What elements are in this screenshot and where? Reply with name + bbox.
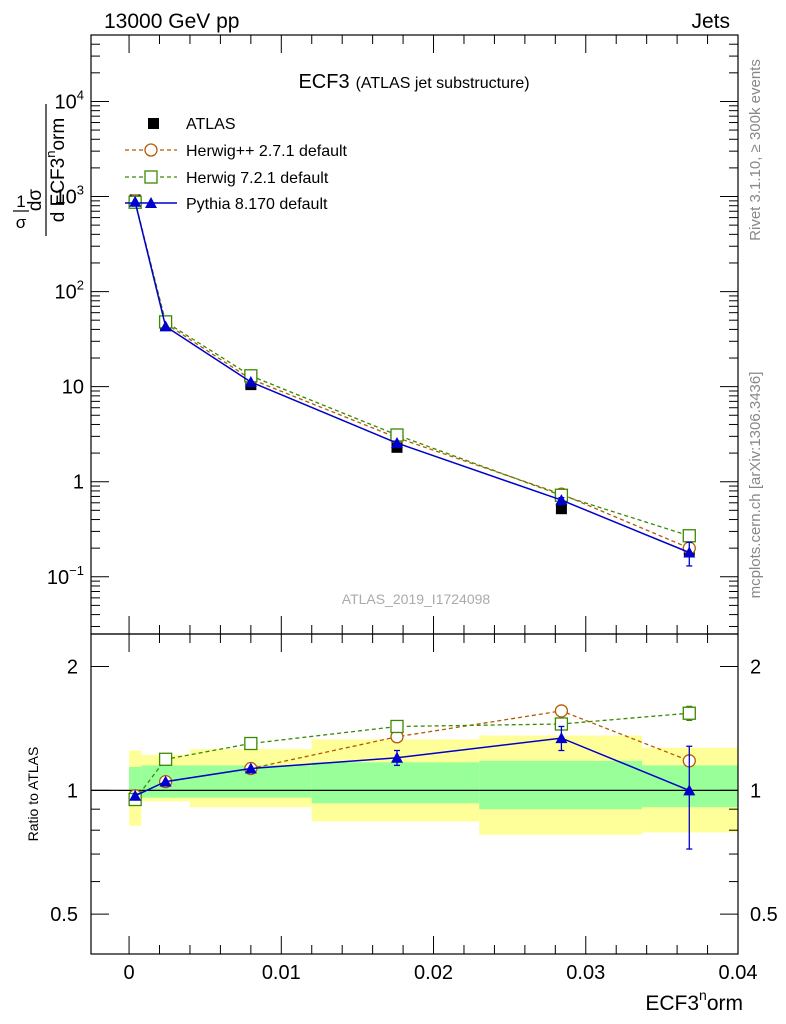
main-y-tick-label: 104 — [55, 87, 84, 113]
legend-entry-herwigpp: Herwig++ 2.7.1 default — [125, 143, 348, 160]
ratio-y-tick-label-right: 2 — [750, 657, 761, 679]
ratio-uncertainty-band-inner — [311, 762, 480, 804]
ratio-y-tick-label-left: 2 — [67, 657, 78, 679]
main-y-tick-label: 1 — [73, 472, 84, 494]
ratio-point-herwig-7-2-1-default — [158, 752, 173, 766]
ratio-y-tick-label-left: 0.5 — [50, 904, 78, 926]
main-y-axis-label: 1 σ dσ d ECF3norm — [13, 104, 69, 236]
main-point-herwig-7-2-1-default — [682, 529, 696, 543]
legend-entry-atlas: ATLAS — [148, 116, 236, 133]
svg-text:Herwig++ 2.7.1 default: Herwig++ 2.7.1 default — [186, 143, 348, 160]
x-tick-label: 0.02 — [414, 962, 453, 984]
x-tick-label: 0.04 — [719, 962, 758, 984]
ratio-point-pythia-8-170-default — [390, 751, 403, 763]
legend: ATLAS Herwig++ 2.7.1 default Herwig 7.2.… — [125, 116, 348, 213]
ratio-point-herwigpp-2-7-1-default — [554, 704, 569, 718]
main-y-tick-label: 102 — [55, 278, 84, 304]
ratio-point-pythia-8-170-default — [129, 789, 142, 801]
main-y-tick-label: 10−1 — [47, 563, 84, 589]
svg-text:Herwig 7.2.1 default: Herwig 7.2.1 default — [186, 170, 329, 187]
main-point-pythia-8-170-default — [159, 320, 172, 332]
x-axis-label: ECF3norm — [645, 987, 743, 1015]
x-tick-label: 0.01 — [262, 962, 301, 984]
ratio-line-herwig-7-2-1-default — [134, 712, 690, 800]
x-tick-label: 0.03 — [566, 962, 605, 984]
header-category-label: Jets — [691, 10, 730, 33]
main-point-pythia-8-170-default — [390, 437, 403, 449]
svg-text:dσ: dσ — [25, 189, 46, 212]
main-series-pythia-8-170-default — [129, 195, 696, 567]
main-point-pythia-8-170-default — [683, 546, 696, 558]
ratio-panel: 0.5 0.5 1 1 2 2 0 0.01 0.02 0.03 0.04 Ratio to ATL… — [25, 633, 778, 1015]
main-point-atlas — [555, 503, 567, 515]
ratio-line-pythia-8-170-default — [134, 737, 690, 797]
ratio-point-herwig-7-2-1-default — [682, 706, 696, 720]
legend-entry-herwig7: Herwig 7.2.1 default — [125, 170, 329, 187]
main-line-pythia-8-170-default — [134, 201, 690, 554]
main-y-tick-label: 103 — [55, 183, 84, 209]
main-series-herwigpp-2-7-1-default — [128, 194, 696, 555]
ratio-panel-frame — [90, 633, 739, 955]
ratio-point-pythia-8-170-default — [555, 732, 568, 744]
main-point-pythia-8-170-default — [244, 375, 257, 387]
x-tick-label: 0 — [123, 962, 134, 984]
ratio-y-tick-label-left: 1 — [67, 780, 78, 802]
ratio-plot-area — [91, 704, 738, 850]
ratio-y-tick-label-right: 1 — [750, 780, 761, 802]
mcplots-source-label: mcplots.cern.ch [arXiv:1306.3436] — [747, 372, 764, 599]
svg-text:σ: σ — [16, 213, 27, 232]
ratio-y-tick-label-right: 0.5 — [750, 904, 778, 926]
analysis-watermark: ATLAS_2019_I1724098 — [342, 591, 491, 607]
main-plot-area — [128, 194, 696, 567]
main-series-herwig-7-2-1-default — [128, 195, 696, 543]
svg-text:Pythia 8.170 default: Pythia 8.170 default — [186, 196, 328, 213]
ratio-uncertainty-band-inner — [479, 760, 643, 810]
ratio-point-herwig-7-2-1-default — [244, 736, 258, 751]
ratio-axes: 0.5 0.5 1 1 2 2 0 0.01 0.02 0.03 0.04 — [50, 634, 778, 984]
main-y-tick-label: 10 — [62, 377, 84, 399]
ratio-point-pythia-8-170-default — [159, 775, 172, 787]
ratio-series-pythia-8-170-default — [129, 725, 696, 850]
main-point-pythia-8-170-default — [129, 195, 142, 207]
svg-text:ATLAS: ATLAS — [186, 116, 236, 133]
main-series-atlas — [129, 194, 695, 556]
svg-text:d ECF3norm: d ECF3norm — [43, 118, 69, 222]
rivet-version-label: Rivet 3.1.10, ≥ 300k events — [747, 59, 764, 241]
legend-entry-pythia: Pythia 8.170 default — [125, 196, 328, 213]
ratio-point-herwig-7-2-1-default — [390, 719, 404, 734]
main-line-herwigpp-2-7-1-default — [134, 200, 690, 549]
header-process-label: 13000 GeV pp — [104, 10, 239, 33]
svg-text:1: 1 — [16, 192, 25, 211]
ratio-point-pythia-8-170-default — [244, 762, 257, 774]
main-point-pythia-8-170-default — [555, 494, 568, 506]
ratio-point-pythia-8-170-default — [683, 784, 696, 796]
ratio-y-axis-label: Ratio to ATLAS — [25, 747, 41, 842]
plot-title: ECF3 (ATLAS jet substructure) — [298, 71, 529, 93]
main-line-herwig-7-2-1-default — [134, 202, 690, 537]
